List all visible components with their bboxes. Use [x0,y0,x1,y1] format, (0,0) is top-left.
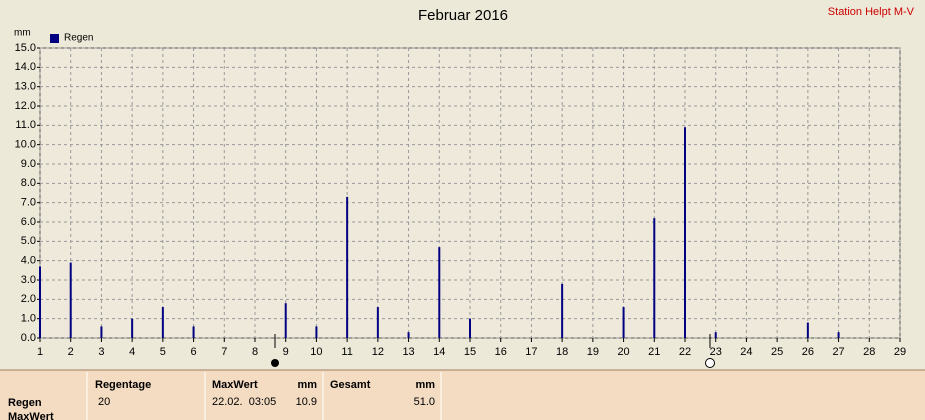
x-tick-label: 11 [341,346,352,358]
bar [376,307,379,338]
bar [131,318,134,338]
x-tick-label: 29 [894,346,906,358]
x-tick-label: 17 [525,346,537,358]
bar [284,303,287,338]
x-tick-label: 8 [252,346,258,358]
column-unit: mm [297,379,317,391]
y-axis-label: mm [14,28,31,39]
summary-panel [0,370,925,420]
x-tick-label: 22 [679,346,691,358]
bar [39,266,41,338]
grid [39,47,901,339]
x-tick-label: 5 [160,346,166,358]
bar [684,127,686,339]
y-tick-label: 9.0 [21,158,36,170]
cell-value: 20 [98,396,110,408]
station-label: Station Helpt M-V [828,6,915,18]
chart-title: Februar 2016 [418,7,508,24]
y-tick-label: 12.0 [15,100,36,112]
legend-swatch [50,34,59,43]
marker-circle [705,358,715,368]
y-tick-label: 3.0 [21,274,36,286]
x-tick-label: 23 [710,346,722,358]
bar [469,318,471,338]
bar [714,332,717,338]
x-tick-label: 7 [221,346,227,358]
legend-label: Regen [64,33,93,44]
x-tick-label: 2 [68,346,74,358]
bar [407,332,410,338]
y-tick-label: 0.0 [21,332,36,344]
x-tick-label: 12 [372,346,384,358]
x-tick-label: 20 [617,346,629,358]
cell-date: 22.02. 03:05 [212,396,276,408]
y-tick-label: 14.0 [15,61,36,73]
x-tick-label: 13 [402,346,414,358]
x-tick-label: 25 [771,346,783,358]
legend: Regen [50,33,93,44]
x-tick-label: 24 [740,346,752,358]
bar [438,247,441,338]
bar [100,326,103,338]
y-tick-label: 15.0 [15,42,36,54]
y-tick-label: 7.0 [21,197,36,209]
bar [653,218,656,338]
marker-dot [271,359,279,367]
bar [622,307,625,338]
y-tick-label: 6.0 [21,216,36,228]
x-tick-label: 3 [98,346,104,358]
x-tick-label: 4 [129,346,135,358]
y-tick-label: 11.0 [15,119,36,131]
column-header: MaxWert [212,379,258,391]
x-tick-label: 26 [802,346,814,358]
x-tick-label: 28 [863,346,875,358]
x-tick-label: 18 [556,346,568,358]
x-tick-label: 16 [495,346,507,358]
x-tick-label: 10 [310,346,322,358]
column-unit: mm [415,379,435,391]
x-tick-label: 6 [191,346,197,358]
x-tick-label: 21 [648,346,660,358]
bar [315,326,318,338]
bar [161,307,164,338]
bar [806,322,809,338]
cell-value: 10.9 [296,396,317,408]
x-tick-label: 15 [464,346,476,358]
cell-value: 51.0 [414,396,435,408]
y-tick-label: 4.0 [21,255,36,267]
column-header: Gesamt [330,379,371,391]
bar [192,326,195,338]
x-tick-label: 14 [433,346,445,358]
x-tick-label: 19 [587,346,599,358]
y-tick-label: 13.0 [15,81,36,93]
x-tick-label: 27 [832,346,844,358]
y-tick-label: 1.0 [21,313,36,325]
x-tick-label: 9 [283,346,289,358]
bar [837,332,840,338]
row-label: MaxWert [8,411,54,420]
row-label: Regen [8,397,42,409]
bar [561,283,564,338]
y-tick-label: 2.0 [21,293,36,305]
y-tick-label: 10.0 [15,139,36,151]
bar [69,262,72,338]
column-header: Regentage [95,379,151,391]
bar [346,196,349,338]
y-tick-label: 5.0 [21,235,36,247]
x-tick-label: 1 [37,346,43,358]
y-tick-label: 8.0 [21,177,36,189]
